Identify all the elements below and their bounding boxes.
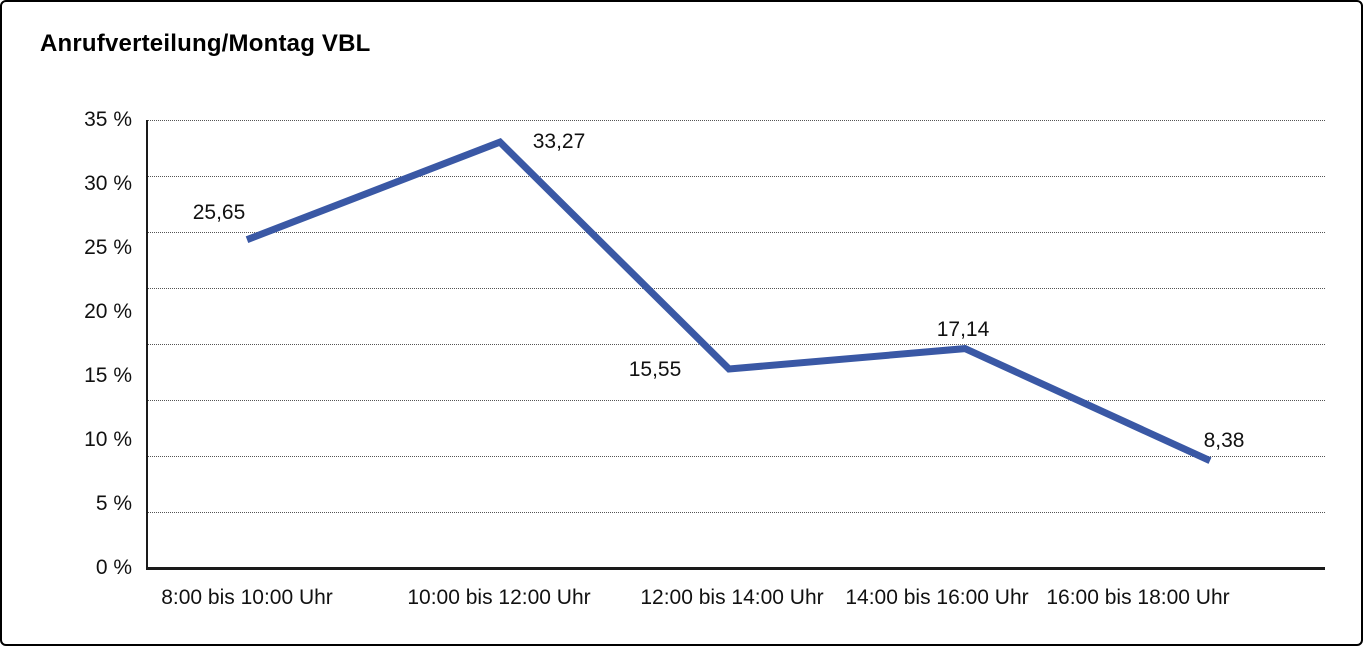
line-series	[245, 138, 1212, 464]
y-tick-label: 10 %	[84, 428, 132, 451]
x-tick-label: 14:00 bis 16:00 Uhr	[845, 586, 1029, 609]
value-label: 33,27	[532, 130, 586, 153]
data-line	[245, 138, 1212, 464]
y-tick-label: 20 %	[84, 300, 132, 323]
value-label: 15,55	[628, 358, 682, 381]
plot-area	[146, 120, 1325, 568]
y-tick-label: 0 %	[95, 556, 132, 579]
gridline	[148, 176, 1325, 177]
gridline	[148, 512, 1325, 513]
gridline	[148, 232, 1325, 233]
gridline	[148, 344, 1325, 345]
y-tick-label: 35 %	[84, 108, 132, 131]
y-tick-label: 30 %	[84, 172, 132, 195]
x-tick-label: 8:00 bis 10:00 Uhr	[161, 586, 333, 609]
x-tick-label: 16:00 bis 18:00 Uhr	[1046, 586, 1230, 609]
value-label: 25,65	[192, 201, 246, 224]
x-tick-label: 12:00 bis 14:00 Uhr	[640, 586, 824, 609]
chart-title: Anrufverteilung/Montag VBL	[40, 30, 371, 57]
value-label: 8,38	[1203, 429, 1245, 452]
x-axis-line	[146, 567, 1325, 570]
value-label: 17,14	[936, 318, 990, 341]
x-tick-label: 10:00 bis 12:00 Uhr	[407, 586, 591, 609]
gridline	[148, 400, 1325, 401]
gridline	[148, 288, 1325, 289]
y-tick-label: 5 %	[95, 492, 132, 515]
gridline	[148, 120, 1325, 121]
gridline	[148, 456, 1325, 457]
y-tick-label: 25 %	[84, 236, 132, 259]
y-tick-label: 15 %	[84, 364, 132, 387]
y-axis-line	[146, 120, 148, 568]
